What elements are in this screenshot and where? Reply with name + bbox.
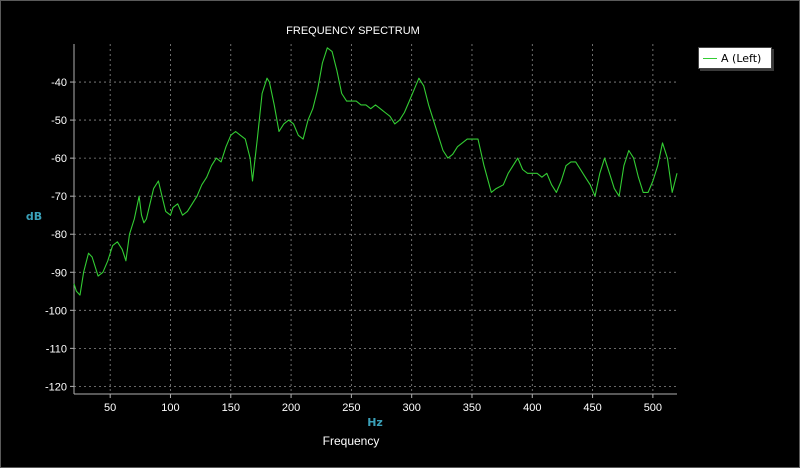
x-tick-label: 200 <box>282 402 300 414</box>
y-tick-label: -110 <box>46 343 67 355</box>
x-tick-label: 100 <box>161 402 179 414</box>
x-tick-label: 350 <box>463 402 481 414</box>
series-line-a-left <box>73 47 678 296</box>
y-tick-label: -60 <box>51 153 67 165</box>
legend-label: A (Left) <box>721 51 762 65</box>
x-axis-label: Frequency <box>323 434 380 448</box>
x-tick-label: 250 <box>342 402 360 414</box>
chart-title: FREQUENCY SPECTRUM <box>286 25 420 37</box>
y-tick-label: -80 <box>51 229 67 241</box>
x-axis-unit: Hz <box>367 416 383 429</box>
legend-swatch <box>703 57 717 59</box>
y-tick-label: -70 <box>51 191 67 203</box>
y-tick-label: -90 <box>51 267 67 279</box>
x-tick-label: 300 <box>403 402 421 414</box>
x-tick-label: 400 <box>523 402 541 414</box>
x-tick-label: 500 <box>644 402 662 414</box>
y-axis-label: dB <box>26 210 42 223</box>
x-tick-label: 450 <box>583 402 601 414</box>
x-tick-label: 150 <box>222 402 240 414</box>
y-tick-label: -120 <box>45 381 67 393</box>
y-tick-label: -40 <box>51 77 67 89</box>
x-tick-label: 50 <box>104 402 116 414</box>
legend: A (Left) <box>698 47 772 69</box>
y-tick-label: -50 <box>51 115 67 127</box>
y-tick-label: -100 <box>45 305 67 317</box>
